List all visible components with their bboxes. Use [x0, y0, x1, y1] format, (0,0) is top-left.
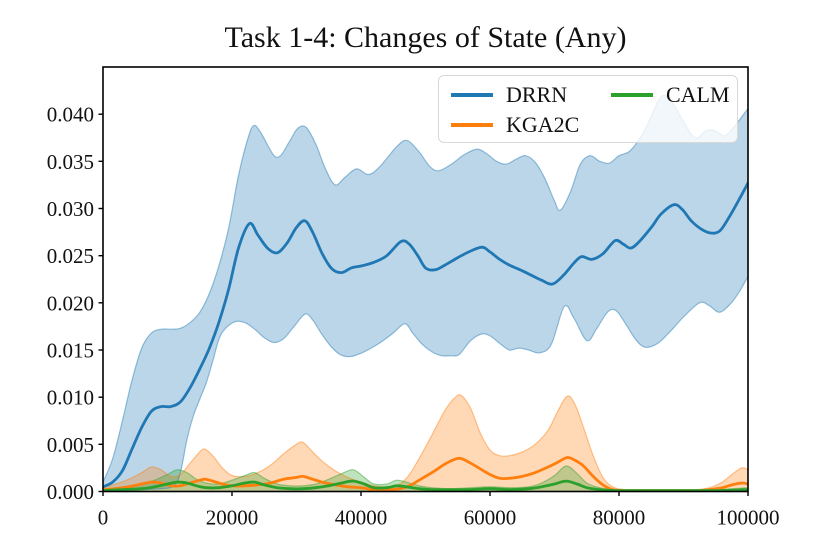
x-axis-tick-label: 100000: [717, 506, 780, 530]
series-drrn-band-edge-lower: [103, 276, 748, 492]
y-axis-tick-label: 0.035: [47, 150, 94, 174]
y-axis-tick-label: 0.025: [47, 244, 94, 268]
series-calm-line: [103, 479, 748, 492]
legend: DRRN KGA2C CALM: [438, 75, 738, 143]
y-axis-tick-label: 0.030: [47, 197, 94, 221]
legend-item-kga2c: KGA2C: [451, 110, 579, 140]
kga2c-line-swatch-icon: [451, 123, 493, 127]
x-axis-tick-label: 0: [98, 506, 109, 530]
drrn-line-swatch-icon: [451, 93, 493, 97]
x-axis-tick-label: 80000: [593, 506, 646, 530]
chart-title: Task 1-4: Changes of State (Any): [224, 21, 627, 54]
plot-contents: [103, 94, 748, 492]
series-drrn-line: [103, 181, 748, 489]
legend-item-label: KGA2C: [506, 112, 580, 137]
series-kga2c-band-edge: [103, 394, 748, 491]
x-axis-tick-label: 20000: [206, 506, 259, 530]
y-axis-tick-label: 0.020: [47, 291, 94, 315]
y-axis-tick-label: 0.005: [47, 433, 94, 457]
y-axis-tick-label: 0.040: [47, 103, 94, 127]
axis-spines: [102, 66, 749, 493]
y-axis-tick-label: 0.000: [47, 480, 94, 504]
calm-line-swatch-icon: [611, 93, 653, 97]
x-axis-tick-label: 60000: [464, 506, 517, 530]
y-axis-tick-label: 0.015: [47, 339, 94, 363]
x-axis-tick-label: 40000: [335, 506, 388, 530]
legend-item-label: CALM: [666, 82, 730, 107]
legend-item-label: DRRN: [506, 82, 568, 107]
legend-item-drrn: DRRN: [451, 80, 567, 110]
legend-item-calm: CALM: [611, 80, 730, 110]
series-drrn-band: [103, 95, 748, 492]
y-axis-tick-label: 0.010: [47, 386, 94, 410]
